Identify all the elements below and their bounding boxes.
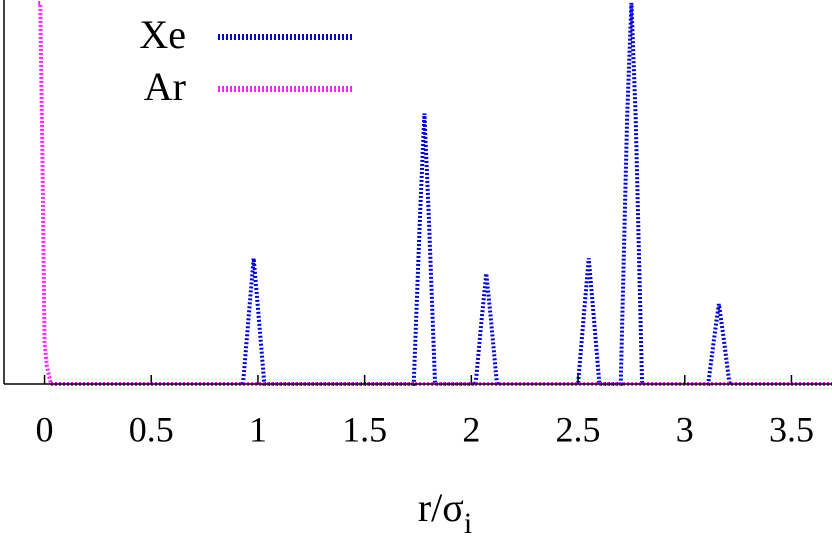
x-axis-label-subscript: i (464, 507, 472, 540)
x-tick-label: 1.5 (342, 409, 387, 449)
x-tick-label: 0.5 (129, 409, 174, 449)
x-axis-label: r/σi (418, 485, 472, 540)
legend-label: Ar (144, 64, 186, 109)
plot-area (38, 1, 832, 386)
series-line (38, 1, 832, 386)
x-tick-label: 2 (462, 409, 480, 449)
x-axis-label-main: r/σ (418, 485, 464, 530)
x-tick-label: 3.5 (769, 409, 814, 449)
x-tick-label: 1 (249, 409, 267, 449)
x-tick-label: 3 (676, 409, 694, 449)
series-line (50, 2, 832, 386)
x-tick-label: 0 (36, 409, 54, 449)
x-tick-label: 2.5 (556, 409, 601, 449)
legend-label: Xe (139, 12, 186, 57)
